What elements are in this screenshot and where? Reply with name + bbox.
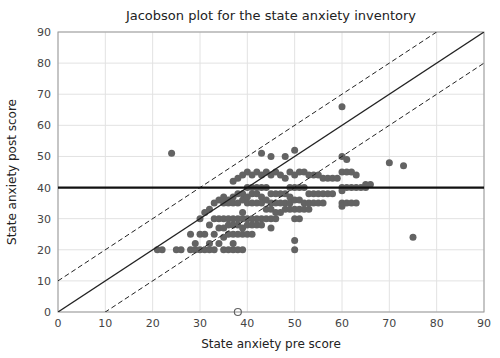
y-grid-line (58, 63, 484, 64)
x-tick-label: 90 (477, 317, 491, 330)
point (187, 231, 194, 238)
y-grid-line (58, 280, 484, 281)
point (291, 237, 298, 244)
point (239, 209, 246, 216)
point (192, 240, 199, 247)
point (178, 246, 185, 253)
point (282, 153, 289, 160)
x-tick-label: 40 (240, 317, 254, 330)
point (268, 153, 275, 160)
y-axis-label: State anxiety post score (5, 99, 19, 245)
point (343, 156, 350, 163)
point (329, 190, 336, 197)
point (305, 206, 312, 213)
y-tick-label: 80 (37, 57, 51, 70)
point (272, 215, 279, 222)
point (386, 159, 393, 166)
point (282, 175, 289, 182)
point (334, 175, 341, 182)
y-grid-line (58, 187, 484, 188)
point (201, 231, 208, 238)
y-tick-label: 20 (37, 244, 51, 257)
point (211, 246, 218, 253)
point (215, 240, 222, 247)
x-tick-label: 60 (335, 317, 349, 330)
plot-frame (58, 32, 484, 312)
x-axis-label: State anxiety pre score (201, 337, 341, 351)
point (410, 234, 417, 241)
y-tick-label: 30 (37, 213, 51, 226)
y-tick-label: 40 (37, 182, 51, 195)
point (296, 215, 303, 222)
title: Jacobson plot for the state anxiety inve… (125, 8, 416, 23)
horizontal-line (58, 186, 484, 188)
x-tick-label: 10 (98, 317, 112, 330)
x-tick-label: 70 (382, 317, 396, 330)
point (230, 240, 237, 247)
y-tick-label: 70 (37, 88, 51, 101)
point (400, 162, 407, 169)
y-tick-label: 50 (37, 150, 51, 163)
y-grid-line (58, 249, 484, 250)
y-tick-label: 90 (37, 26, 51, 39)
x-grid-line (200, 32, 201, 312)
reference-lines (58, 32, 484, 312)
point (291, 246, 298, 253)
x-grid-line (436, 32, 437, 312)
point (211, 231, 218, 238)
open-point (234, 309, 241, 316)
grid (58, 32, 484, 312)
point (320, 200, 327, 207)
x-tick-label: 0 (55, 317, 62, 330)
point (339, 103, 346, 110)
offset-line (58, 63, 484, 312)
point (291, 147, 298, 154)
identity-line (58, 32, 484, 312)
point (249, 231, 256, 238)
y-tick-label: 10 (37, 275, 51, 288)
x-tick-label: 30 (193, 317, 207, 330)
point (268, 225, 275, 232)
x-tick-label: 20 (146, 317, 160, 330)
x-grid-line (389, 32, 390, 312)
point (206, 221, 213, 228)
chart: 0 10 20 30 40 50 60 70 80 90 0 10 20 30 40 50 60 70 80 90 Ja… (0, 0, 500, 358)
point (159, 246, 166, 253)
y-grid-line (58, 94, 484, 95)
point (353, 172, 360, 179)
x-grid-line (105, 32, 106, 312)
offset-line (58, 32, 484, 281)
points (154, 103, 417, 315)
x-tick-label: 80 (430, 317, 444, 330)
point (258, 150, 265, 157)
point (258, 221, 265, 228)
point (353, 200, 360, 207)
y-grid-line (58, 125, 484, 126)
point (168, 150, 175, 157)
point (239, 246, 246, 253)
x-grid-line (152, 32, 153, 312)
y-tick-label: 60 (37, 119, 51, 132)
x-tick-label: 50 (288, 317, 302, 330)
y-tick-label: 0 (44, 306, 51, 319)
